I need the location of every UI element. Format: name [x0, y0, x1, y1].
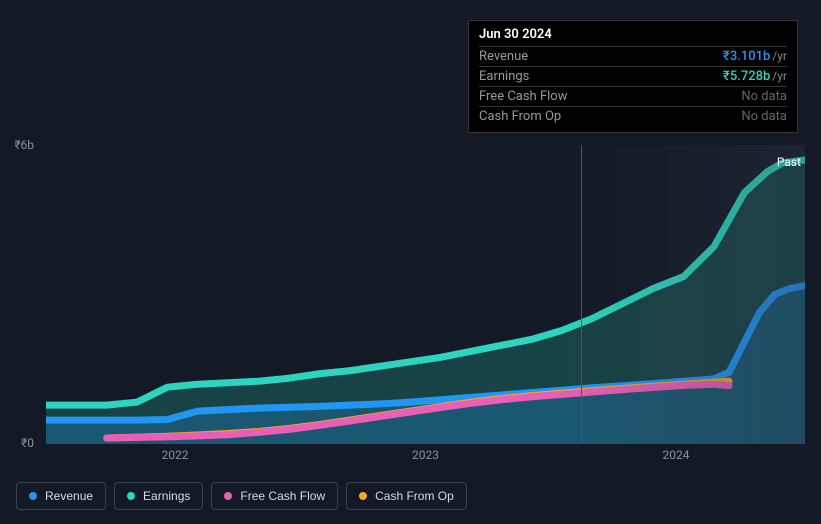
x-axis: 2022 2023 2024: [46, 448, 805, 468]
chart-tooltip: Jun 30 2024 Revenue ₹3.101b/yr Earnings ₹5.…: [468, 20, 798, 133]
tooltip-row-label: Earnings: [479, 69, 529, 84]
tooltip-date: Jun 30 2024: [479, 27, 787, 46]
tooltip-row-value: ₹3.101b/yr: [723, 49, 787, 64]
tooltip-row-nodata: No data: [741, 109, 787, 124]
tooltip-row-nodata: No data: [741, 89, 787, 104]
legend-dot-icon: [127, 492, 135, 500]
x-axis-tick: 2022: [162, 448, 189, 462]
legend-item-label: Free Cash Flow: [240, 489, 325, 503]
legend-item-cash-from-op[interactable]: Cash From Op: [346, 482, 467, 510]
tooltip-row-label: Free Cash Flow: [479, 89, 567, 104]
x-axis-tick: 2024: [662, 448, 689, 462]
chart-legend: Revenue Earnings Free Cash Flow Cash From O…: [16, 482, 467, 510]
legend-item-revenue[interactable]: Revenue: [16, 482, 106, 510]
legend-item-label: Earnings: [143, 489, 190, 503]
x-axis-tick: 2023: [412, 448, 439, 462]
legend-item-earnings[interactable]: Earnings: [114, 482, 203, 510]
legend-dot-icon: [359, 492, 367, 500]
chart-area: ₹6b ₹0 Past: [16, 120, 805, 444]
legend-item-label: Cash From Op: [375, 489, 454, 503]
hover-vertical-line: [581, 145, 582, 444]
y-axis-min-label: ₹0: [21, 436, 34, 450]
y-axis-max-label: ₹6b: [14, 138, 34, 152]
tooltip-row: Free Cash Flow No data: [479, 86, 787, 106]
tooltip-row: Earnings ₹5.728b/yr: [479, 66, 787, 86]
forecast-shade: [555, 145, 805, 444]
legend-dot-icon: [224, 492, 232, 500]
legend-item-label: Revenue: [45, 489, 93, 503]
tooltip-row: Cash From Op No data: [479, 106, 787, 126]
chart-plot[interactable]: Past: [46, 145, 805, 444]
tooltip-row-value: ₹5.728b/yr: [723, 69, 787, 84]
past-label: Past: [773, 153, 805, 171]
tooltip-row-label: Revenue: [479, 49, 528, 64]
legend-dot-icon: [29, 492, 37, 500]
legend-item-free-cash-flow[interactable]: Free Cash Flow: [211, 482, 338, 510]
tooltip-row-label: Cash From Op: [479, 109, 561, 124]
tooltip-row: Revenue ₹3.101b/yr: [479, 46, 787, 66]
